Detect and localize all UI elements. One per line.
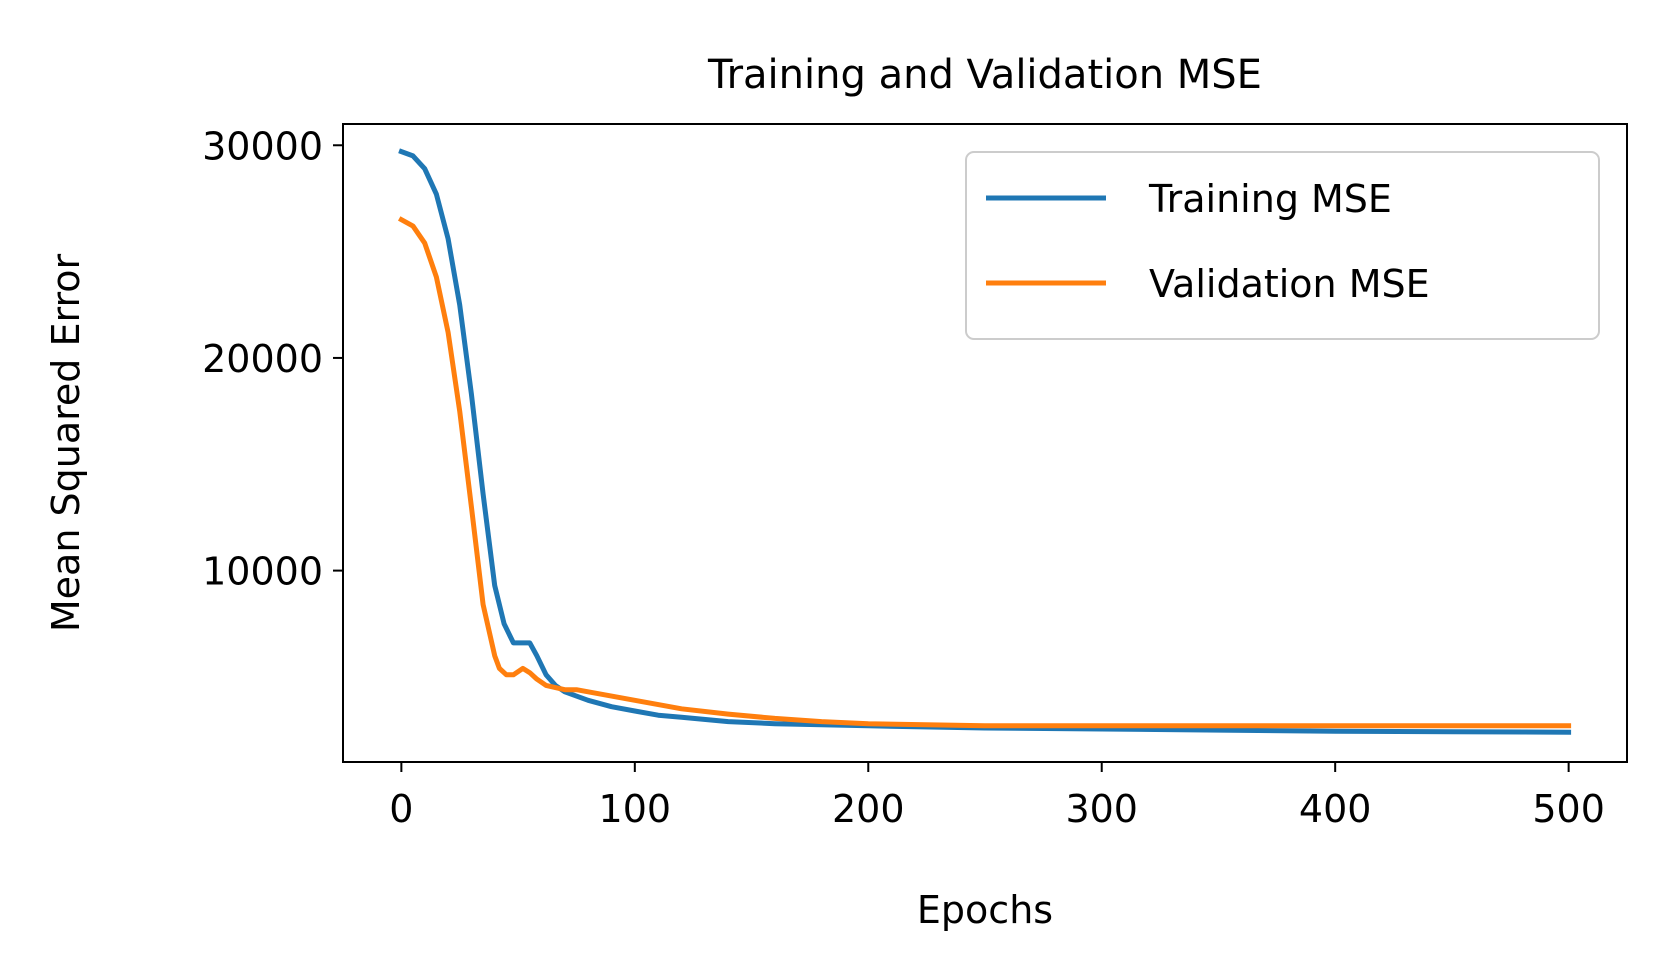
y-tick-label: 10000 <box>202 550 323 594</box>
legend-box <box>965 151 1600 340</box>
y-tick-label: 30000 <box>202 124 323 168</box>
y-axis-label: Mean Squared Error <box>44 254 88 633</box>
x-tick-label: 500 <box>1532 787 1605 831</box>
y-ticks: 10000 20000 30000 <box>202 124 343 594</box>
x-tick-label: 400 <box>1299 787 1372 831</box>
x-ticks: 0 100 200 300 400 500 <box>389 762 1605 831</box>
legend-label-training: Training MSE <box>1148 177 1392 221</box>
x-tick-label: 0 <box>389 787 413 831</box>
y-tick-label: 20000 <box>202 337 323 381</box>
x-tick-label: 100 <box>599 787 672 831</box>
legend: Training MSE Validation MSE <box>965 151 1600 340</box>
legend-label-validation: Validation MSE <box>1149 262 1430 306</box>
plot-frame <box>342 123 1628 763</box>
x-tick-label: 300 <box>1065 787 1138 831</box>
plot-lines <box>398 148 1572 735</box>
series-line-validation <box>398 216 1572 729</box>
x-tick-label: 200 <box>832 787 905 831</box>
chart-title: Training and Validation MSE <box>707 52 1262 98</box>
x-axis-label: Epochs <box>917 888 1053 932</box>
